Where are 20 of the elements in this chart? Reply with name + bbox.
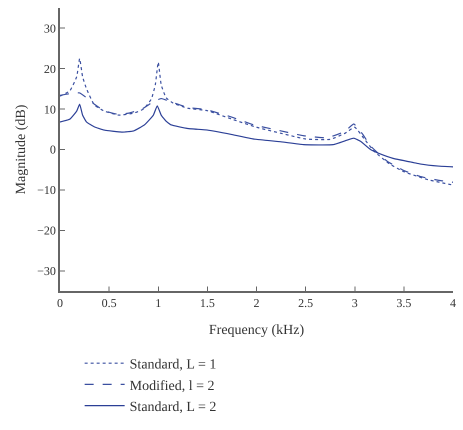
legend-label: Modified, l = 2 [130,378,215,394]
y-tick-label: 20 [44,62,56,76]
x-tick-label: 1 [155,296,162,310]
y-tick-label: 10 [44,102,56,116]
y-tick-label: −20 [37,224,56,238]
legend-label: Standard, L = 1 [130,358,216,373]
y-axis-title: Magnitude (dB) [14,104,30,194]
x-tick-label: 4 [450,296,456,310]
x-tick-label: 0.5 [102,296,117,310]
x-tick-label: 2 [254,296,260,310]
x-tick-label: 3 [352,296,358,310]
y-tick-label: −30 [37,264,56,278]
y-tick-label: −10 [37,183,56,198]
x-tick-label: 2.5 [298,296,314,310]
x-axis-title: Frequency (kHz) [208,322,304,338]
x-tick-label: 1.5 [200,296,215,310]
y-tick-label: 0 [50,142,56,157]
x-tick-label: 3.5 [396,296,412,310]
legend-label: Standard, L = 2 [130,400,216,416]
y-tick-label: 30 [44,21,56,36]
